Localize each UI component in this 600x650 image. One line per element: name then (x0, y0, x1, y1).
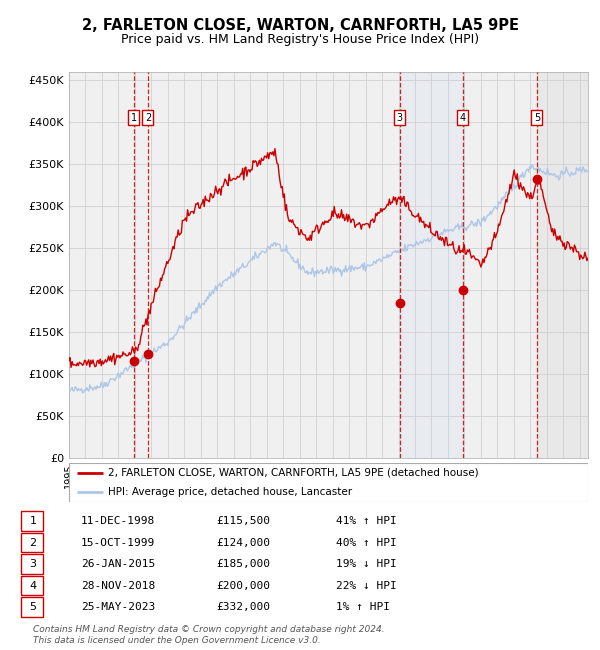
Text: 41% ↑ HPI: 41% ↑ HPI (336, 516, 397, 526)
Text: 40% ↑ HPI: 40% ↑ HPI (336, 538, 397, 547)
Text: 5: 5 (29, 602, 37, 612)
Text: HPI: Average price, detached house, Lancaster: HPI: Average price, detached house, Lanc… (108, 487, 352, 497)
Text: 19% ↓ HPI: 19% ↓ HPI (336, 559, 397, 569)
Text: 2: 2 (29, 538, 37, 547)
Text: 3: 3 (29, 559, 37, 569)
Text: 3: 3 (397, 112, 403, 123)
Bar (400, 72, 463, 458)
Text: 4: 4 (460, 112, 466, 123)
Text: 28-NOV-2018: 28-NOV-2018 (81, 580, 155, 590)
Text: £124,000: £124,000 (216, 538, 270, 547)
Text: 11-DEC-1998: 11-DEC-1998 (81, 516, 155, 526)
Text: 2, FARLETON CLOSE, WARTON, CARNFORTH, LA5 9PE: 2, FARLETON CLOSE, WARTON, CARNFORTH, LA… (82, 18, 518, 33)
Text: Contains HM Land Registry data © Crown copyright and database right 2024.
This d: Contains HM Land Registry data © Crown c… (33, 625, 385, 645)
Text: 2, FARLETON CLOSE, WARTON, CARNFORTH, LA5 9PE (detached house): 2, FARLETON CLOSE, WARTON, CARNFORTH, LA… (108, 467, 479, 478)
Text: 25-MAY-2023: 25-MAY-2023 (81, 602, 155, 612)
Text: 26-JAN-2015: 26-JAN-2015 (81, 559, 155, 569)
Text: Price paid vs. HM Land Registry's House Price Index (HPI): Price paid vs. HM Land Registry's House … (121, 32, 479, 46)
Text: 4: 4 (29, 580, 37, 590)
Text: £200,000: £200,000 (216, 580, 270, 590)
Text: £332,000: £332,000 (216, 602, 270, 612)
Text: 5: 5 (534, 112, 540, 123)
Text: 2: 2 (145, 112, 151, 123)
Text: 1% ↑ HPI: 1% ↑ HPI (336, 602, 390, 612)
Text: £185,000: £185,000 (216, 559, 270, 569)
Text: 1: 1 (131, 112, 137, 123)
Bar (537, 72, 596, 458)
Text: 15-OCT-1999: 15-OCT-1999 (81, 538, 155, 547)
Text: 22% ↓ HPI: 22% ↓ HPI (336, 580, 397, 590)
Text: 1: 1 (29, 516, 37, 526)
Text: £115,500: £115,500 (216, 516, 270, 526)
